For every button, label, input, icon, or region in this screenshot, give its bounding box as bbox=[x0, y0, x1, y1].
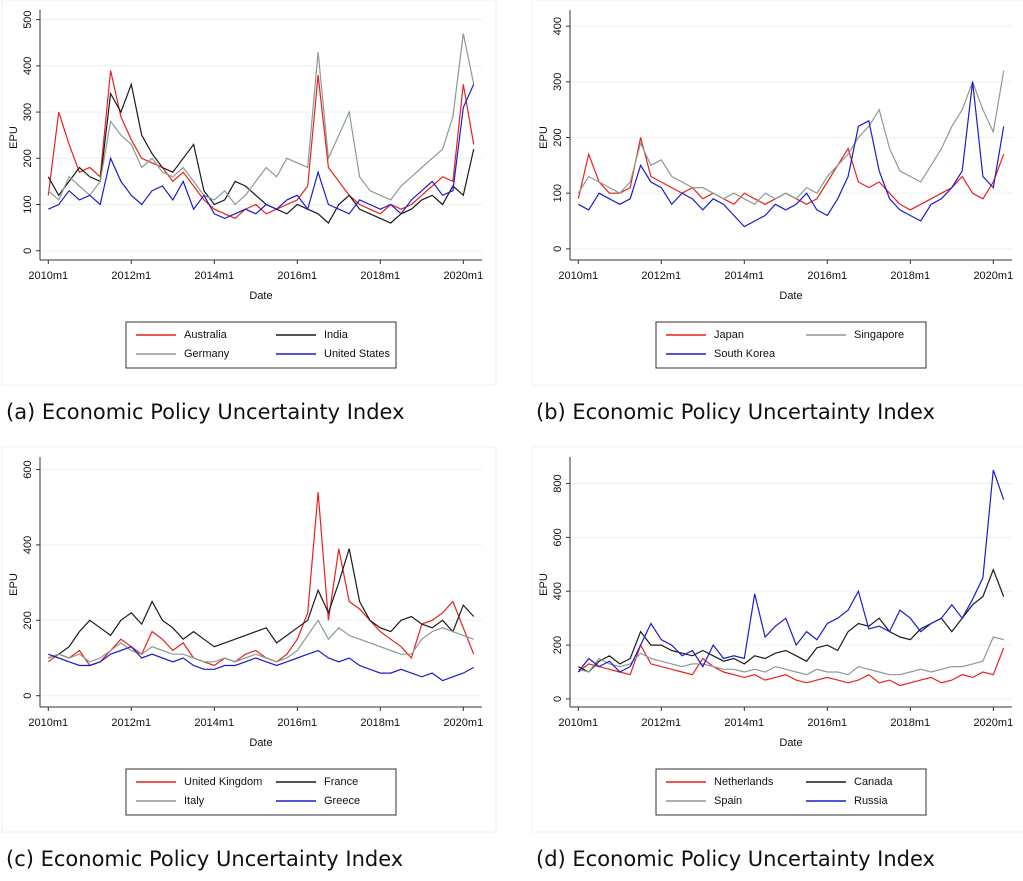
x-axis-title: Date bbox=[779, 737, 802, 749]
y-tick-label: 400 bbox=[22, 536, 34, 554]
legend-label: Germany bbox=[184, 348, 230, 360]
legend-label: Singapore bbox=[854, 329, 904, 341]
x-tick-label: 2020m1 bbox=[443, 270, 483, 282]
legend-label: Italy bbox=[184, 795, 205, 807]
y-tick-label: 0 bbox=[552, 696, 564, 702]
series-line bbox=[48, 645, 474, 682]
panel-background bbox=[531, 0, 1023, 386]
x-tick-label: 2016m1 bbox=[277, 270, 317, 282]
y-axis-title: EPU bbox=[8, 573, 20, 596]
legend-label: United Kingdom bbox=[184, 776, 262, 788]
y-tick-label: 0 bbox=[22, 693, 34, 699]
x-tick-label: 2016m1 bbox=[277, 717, 317, 729]
x-tick-label: 2012m1 bbox=[641, 270, 681, 282]
series-line bbox=[48, 619, 474, 663]
y-tick-label: 200 bbox=[22, 149, 34, 167]
caption: (b) Economic Policy Uncertainty Index bbox=[536, 400, 935, 424]
legend-label: Netherlands bbox=[714, 776, 774, 788]
x-tick-label: 2014m1 bbox=[724, 270, 764, 282]
legend-box bbox=[125, 768, 397, 816]
x-axis-title: Date bbox=[249, 737, 272, 749]
series-line bbox=[578, 81, 1005, 228]
x-tick-label: 2018m1 bbox=[890, 717, 930, 729]
x-tick-label: 2014m1 bbox=[194, 270, 234, 282]
legend-label: Japan bbox=[714, 329, 744, 341]
y-tick-label: 100 bbox=[552, 184, 564, 202]
x-tick-label: 2012m1 bbox=[641, 717, 681, 729]
y-tick-label: 600 bbox=[22, 460, 34, 478]
y-tick-label: 500 bbox=[22, 10, 34, 28]
legend-label: Russia bbox=[854, 795, 889, 807]
caption: (d) Economic Policy Uncertainty Index bbox=[536, 847, 935, 871]
panel-background bbox=[1, 446, 497, 833]
y-tick-label: 0 bbox=[22, 248, 34, 254]
legend-box bbox=[125, 321, 397, 369]
legend-label: India bbox=[324, 329, 349, 341]
legend-box bbox=[655, 768, 927, 816]
y-axis-title: EPU bbox=[538, 126, 550, 149]
series-line bbox=[47, 492, 475, 667]
x-tick-label: 2010m1 bbox=[28, 717, 68, 729]
x-tick-label: 2020m1 bbox=[443, 717, 483, 729]
panel-background bbox=[531, 446, 1023, 833]
x-tick-label: 2014m1 bbox=[724, 717, 764, 729]
x-tick-label: 2012m1 bbox=[111, 270, 151, 282]
x-axis-title: Date bbox=[249, 290, 272, 302]
legend-box bbox=[655, 321, 927, 369]
y-tick-label: 400 bbox=[552, 582, 564, 600]
chart-panel: 0 100 200 300 400 2010m1 2012m1 2014m1 2016m1 201… bbox=[531, 0, 1023, 424]
y-tick-label: 300 bbox=[22, 103, 34, 121]
panel-background bbox=[1, 0, 497, 386]
x-tick-label: 2018m1 bbox=[360, 270, 400, 282]
x-tick-label: 2020m1 bbox=[973, 270, 1013, 282]
y-tick-label: 100 bbox=[22, 195, 34, 213]
x-axis-title: Date bbox=[779, 290, 802, 302]
x-tick-label: 2018m1 bbox=[360, 717, 400, 729]
x-tick-label: 2018m1 bbox=[890, 270, 930, 282]
series-line bbox=[577, 643, 1005, 687]
x-tick-label: 2012m1 bbox=[111, 717, 151, 729]
legend-label: Spain bbox=[714, 795, 742, 807]
y-tick-label: 0 bbox=[552, 246, 564, 252]
series-line bbox=[578, 636, 1004, 676]
caption: (c) Economic Policy Uncertainty Index bbox=[6, 847, 403, 871]
x-tick-label: 2010m1 bbox=[558, 717, 598, 729]
x-tick-label: 2016m1 bbox=[807, 270, 847, 282]
x-tick-label: 2010m1 bbox=[28, 270, 68, 282]
legend-label: South Korea bbox=[714, 348, 776, 360]
y-axis-title: EPU bbox=[538, 573, 550, 596]
series-line bbox=[577, 70, 1005, 206]
chart-panel: 0 200 400 600 2010m1 2012m1 2014m1 2016m1 2018m1… bbox=[1, 446, 497, 871]
series-line bbox=[47, 82, 475, 224]
caption: (a) Economic Policy Uncertainty Index bbox=[6, 400, 405, 424]
x-tick-label: 2010m1 bbox=[558, 270, 598, 282]
legend-label: France bbox=[324, 776, 358, 788]
legend-label: United States bbox=[324, 348, 391, 360]
chart-panel: 0 100 200 300 400 500 2010m1 2012m1 2014m1 2016m1… bbox=[1, 0, 497, 424]
y-axis-title: EPU bbox=[8, 126, 20, 149]
series-line bbox=[48, 548, 475, 659]
series-line bbox=[577, 469, 1005, 673]
y-tick-label: 800 bbox=[552, 474, 564, 492]
y-tick-label: 400 bbox=[22, 57, 34, 75]
x-tick-label: 2016m1 bbox=[807, 717, 847, 729]
chart-panel: 0 200 400 600 800 2010m1 2012m1 2014m1 2016m1 201… bbox=[531, 446, 1023, 871]
y-tick-label: 200 bbox=[552, 128, 564, 146]
y-tick-label: 200 bbox=[552, 636, 564, 654]
y-tick-label: 200 bbox=[22, 611, 34, 629]
y-tick-label: 400 bbox=[552, 17, 564, 35]
x-tick-label: 2014m1 bbox=[194, 717, 234, 729]
series-line bbox=[47, 33, 475, 206]
x-tick-label: 2020m1 bbox=[973, 717, 1013, 729]
series-line bbox=[48, 84, 475, 220]
legend-label: Australia bbox=[184, 329, 228, 341]
y-tick-label: 600 bbox=[552, 528, 564, 546]
legend-label: Canada bbox=[854, 776, 893, 788]
legend-label: Greece bbox=[324, 795, 360, 807]
y-tick-label: 300 bbox=[552, 73, 564, 91]
